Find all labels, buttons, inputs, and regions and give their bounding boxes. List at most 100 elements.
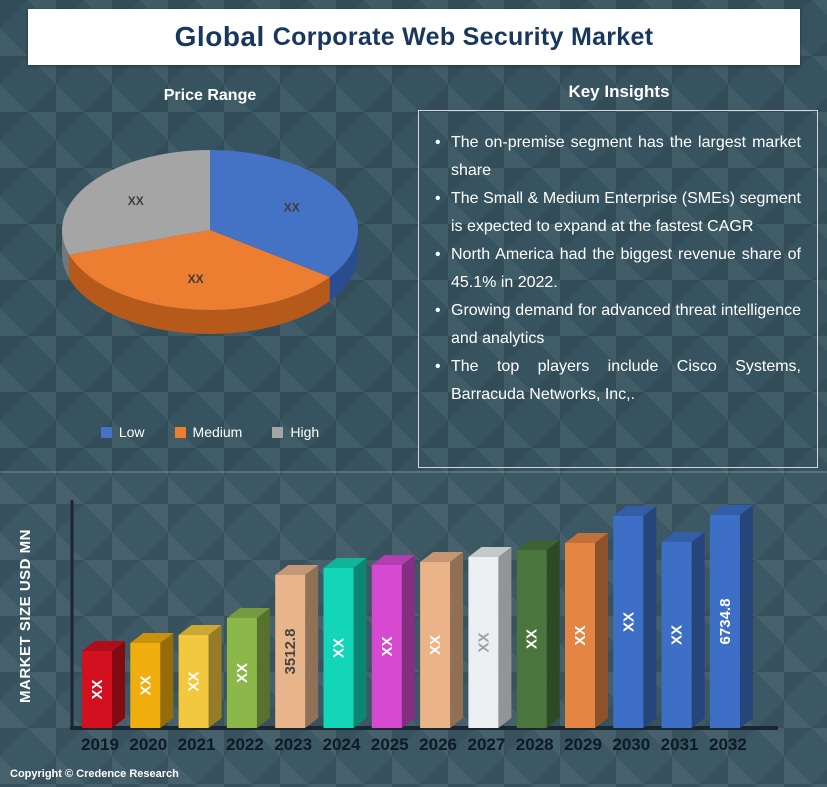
bar-top-face <box>130 633 174 643</box>
year-label: 2020 <box>129 735 167 754</box>
bar-2022 <box>226 618 257 728</box>
bar-2025 <box>371 565 402 728</box>
bar-top-face <box>323 558 367 568</box>
pie-slice-side <box>69 254 330 334</box>
pie-slice-medium <box>69 230 330 310</box>
year-label: 2026 <box>419 735 457 754</box>
copyright-text: Copyright © Credence Research <box>10 768 179 780</box>
legend-swatch-high <box>272 426 284 438</box>
bar-2031 <box>661 542 692 728</box>
market-size-bar-chart: MARKET SIZE USD MN XX 2019 XX 2020 XX 2021 XX 20… <box>17 500 778 754</box>
pie-slice-label: XX <box>188 272 204 286</box>
pie-legend: Low Medium High <box>20 424 400 440</box>
pie-slice-label: XX <box>128 194 144 208</box>
bar-top-face <box>613 506 657 516</box>
bar-value-label: XX <box>524 629 541 649</box>
legend-swatch-low <box>100 426 112 438</box>
pie-slice-side <box>329 230 358 302</box>
bar-top-face <box>371 555 415 565</box>
legend-label-high: High <box>290 424 320 440</box>
year-label: 2019 <box>81 735 119 754</box>
bar-value-label: XX <box>137 675 154 695</box>
insight-bullet: North America had the biggest revenue sh… <box>433 241 801 296</box>
insight-bullet: Growing demand for advanced threat intel… <box>433 297 801 352</box>
year-label: 2025 <box>371 735 409 754</box>
bar-top-face <box>226 608 270 618</box>
bar-side-face <box>160 633 174 728</box>
legend-item-medium: Medium <box>174 424 243 440</box>
bar-value-label: XX <box>331 638 348 658</box>
bar-side-face <box>256 608 270 728</box>
insight-bullet: The on-premise segment has the largest m… <box>433 129 801 184</box>
bar-top-face <box>178 625 222 635</box>
bar-side-face <box>305 565 319 728</box>
bar-value-label: XX <box>427 635 444 655</box>
legend-item-low: Low <box>100 424 145 440</box>
bar-value-label: XX <box>572 625 589 645</box>
bar-top-face <box>468 547 512 557</box>
bar-2029 <box>565 543 595 728</box>
pie-slice-low <box>210 150 359 278</box>
bar-side-face <box>643 506 657 728</box>
year-label: 2031 <box>661 735 699 754</box>
insight-bullet: The Small & Medium Enterprise (SMEs) seg… <box>433 185 801 240</box>
bar-2030 <box>613 516 644 728</box>
year-label: 2028 <box>516 735 554 754</box>
bar-value-label: 6734.8 <box>717 599 734 645</box>
bar-side-face <box>498 547 512 728</box>
bar-side-face <box>595 533 608 728</box>
bar-top-face <box>82 641 125 651</box>
bar-2023 <box>275 575 306 728</box>
legend-swatch-medium <box>174 426 186 438</box>
year-label: 2021 <box>178 735 216 754</box>
year-label: 2027 <box>467 735 505 754</box>
bar-side-face <box>401 555 415 728</box>
legend-label-low: Low <box>118 424 145 440</box>
bar-top-face <box>709 505 753 515</box>
bar-value-label: XX <box>89 679 106 699</box>
bar-side-face <box>546 540 560 728</box>
bar-side-face <box>208 625 222 728</box>
year-label: 2023 <box>274 735 312 754</box>
bar-2027 <box>468 557 499 728</box>
bar-2026 <box>420 562 451 728</box>
bar-2021 <box>178 635 209 728</box>
bar-side-face <box>450 552 464 728</box>
page-title-bold: Global <box>174 21 265 52</box>
year-label: 2029 <box>564 735 602 754</box>
pie-slice-label: XX <box>284 200 300 214</box>
bar-2024 <box>323 568 354 728</box>
year-label: 2030 <box>612 735 650 754</box>
y-axis-title: MARKET SIZE USD MN <box>17 529 34 703</box>
bar-value-label: XX <box>669 625 686 645</box>
pie-section-heading: Price Range <box>163 87 257 104</box>
insight-bullet: The top players include Cisco Systems, B… <box>433 353 801 408</box>
pie-slice-high <box>61 150 210 255</box>
bar-top-face <box>661 532 705 542</box>
bar-top-face <box>420 552 464 562</box>
page-title-rest: Corporate Web Security Market <box>272 22 654 51</box>
bar-top-face <box>275 565 319 575</box>
title-banner: Global Corporate Web Security Market <box>28 9 800 65</box>
bar-2019 <box>82 651 112 728</box>
legend-label-medium: Medium <box>192 424 243 440</box>
section-divider <box>0 471 827 473</box>
bar-2028 <box>516 550 547 728</box>
bar-value-label: XX <box>379 636 396 656</box>
bar-side-face <box>353 558 367 728</box>
key-insights-heading: Key Insights <box>568 82 670 101</box>
key-insights-box: The on-premise segment has the largest m… <box>418 110 818 468</box>
bar-value-label: XX <box>620 612 637 632</box>
bar-top-face <box>516 540 560 550</box>
price-range-pie-chart: XX XX XX <box>61 150 359 334</box>
year-label: 2022 <box>226 735 264 754</box>
bar-value-label: XX <box>475 632 492 652</box>
pie-slice-side <box>62 230 70 279</box>
bar-value-label: XX <box>234 663 251 683</box>
bar-top-face <box>565 533 608 543</box>
bar-value-label: XX <box>186 671 203 691</box>
bar-2032 <box>709 515 740 728</box>
legend-item-high: High <box>272 424 319 440</box>
year-label: 2032 <box>709 735 747 754</box>
